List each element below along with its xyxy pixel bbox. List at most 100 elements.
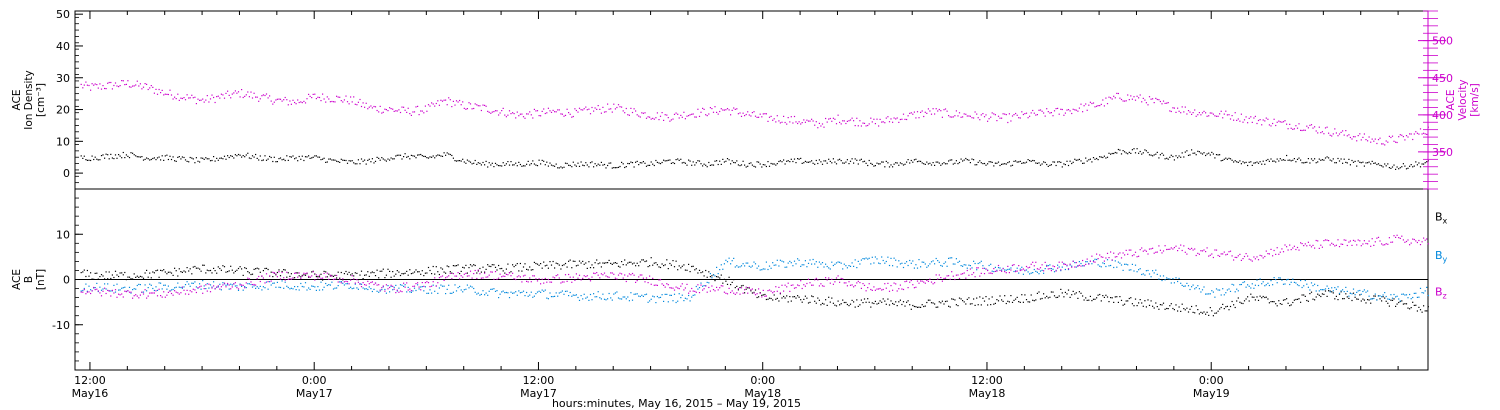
data-point — [902, 164, 905, 166]
data-point — [426, 272, 428, 274]
data-point — [152, 86, 154, 88]
data-point — [203, 158, 205, 160]
data-point — [1166, 157, 1168, 159]
data-point — [180, 286, 182, 289]
data-point — [1198, 151, 1200, 153]
data-point — [284, 96, 286, 99]
data-point — [906, 261, 908, 263]
data-point — [164, 296, 166, 298]
data-point — [248, 278, 250, 280]
data-point — [488, 162, 490, 164]
data-point — [136, 284, 138, 287]
data-point — [507, 114, 509, 116]
data-point — [371, 271, 373, 273]
data-point — [122, 274, 124, 276]
data-point — [141, 156, 143, 158]
data-point — [188, 161, 190, 163]
data-point — [389, 270, 391, 272]
data-point — [222, 94, 224, 96]
data-point — [895, 118, 897, 120]
data-point — [1162, 154, 1165, 156]
data-point — [1127, 264, 1129, 266]
data-point — [898, 121, 900, 123]
data-point — [608, 292, 610, 295]
data-point — [325, 271, 327, 273]
data-point — [510, 291, 512, 293]
data-point — [473, 264, 475, 266]
data-point — [1015, 270, 1017, 272]
data-point — [846, 120, 848, 122]
data-point — [1078, 264, 1080, 266]
data-point — [834, 281, 836, 283]
data-point — [541, 278, 543, 280]
bottom-ylabel-line: ACE — [11, 269, 23, 290]
data-point — [688, 115, 690, 117]
data-point — [160, 282, 162, 284]
data-point — [465, 272, 467, 274]
data-point — [214, 288, 216, 290]
data-point — [856, 299, 858, 301]
data-point — [1022, 162, 1024, 164]
data-point — [1096, 253, 1098, 255]
data-point — [362, 287, 364, 289]
data-point — [540, 283, 542, 285]
data-point — [976, 297, 978, 299]
data-point — [1178, 110, 1180, 112]
data-point — [1270, 158, 1272, 160]
data-point — [1342, 298, 1344, 300]
data-point — [275, 286, 277, 288]
data-point — [323, 286, 325, 288]
data-point — [88, 275, 90, 277]
data-point — [1254, 162, 1256, 164]
data-point — [1113, 152, 1115, 155]
data-point — [311, 157, 313, 159]
data-point — [516, 294, 518, 296]
data-point — [401, 284, 403, 286]
data-point — [404, 286, 406, 288]
data-point — [786, 160, 788, 162]
data-point — [1119, 262, 1121, 264]
data-point — [1343, 239, 1345, 241]
data-point — [851, 158, 853, 160]
data-point — [1170, 303, 1172, 305]
data-point — [259, 155, 261, 157]
data-point — [287, 159, 289, 161]
data-point — [1153, 307, 1155, 309]
data-point — [779, 259, 781, 261]
data-point — [1245, 161, 1247, 163]
data-point — [1231, 300, 1233, 303]
data-point — [110, 81, 112, 84]
data-point — [387, 158, 389, 160]
data-point — [429, 286, 431, 288]
data-point — [670, 264, 672, 266]
data-point — [1301, 129, 1303, 132]
data-point — [1264, 120, 1266, 122]
data-point — [194, 281, 196, 283]
data-point — [1275, 279, 1277, 281]
data-point — [812, 162, 814, 164]
data-point — [1289, 283, 1291, 286]
data-point — [1253, 162, 1255, 164]
data-point — [351, 288, 353, 290]
data-point — [669, 262, 671, 265]
data-point — [661, 263, 663, 265]
data-point — [86, 291, 88, 293]
data-point — [1307, 158, 1309, 160]
data-point — [1379, 164, 1381, 166]
data-point — [477, 292, 479, 294]
data-point — [898, 260, 900, 262]
data-point — [1138, 97, 1140, 99]
top-ylabel-line: ACE — [11, 90, 23, 111]
data-point — [214, 101, 216, 104]
data-point — [571, 281, 573, 283]
data-point — [1289, 244, 1291, 246]
data-point — [452, 273, 454, 275]
data-point — [493, 278, 495, 280]
data-point — [499, 293, 501, 295]
data-point — [639, 261, 641, 263]
data-point — [1234, 291, 1236, 293]
data-point — [1075, 262, 1077, 264]
data-point — [1106, 259, 1109, 261]
data-point — [714, 290, 716, 292]
data-point — [1120, 264, 1123, 266]
